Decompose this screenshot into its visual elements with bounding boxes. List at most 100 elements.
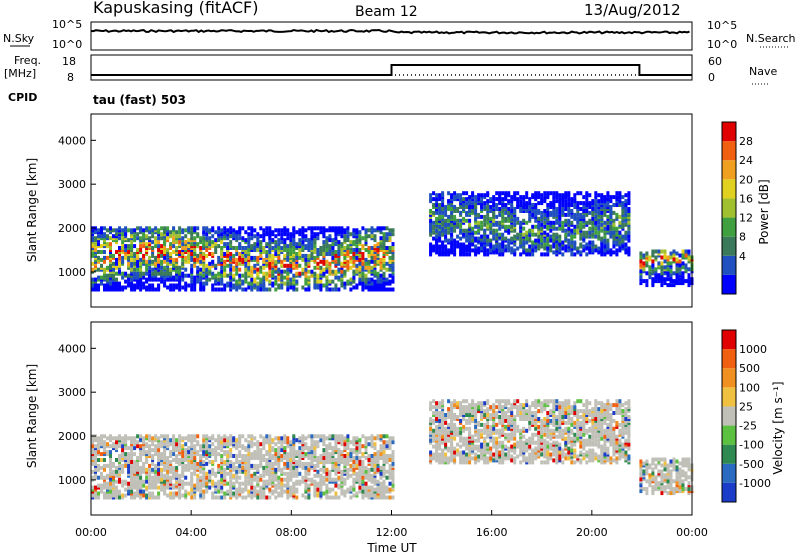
velocity-cell xyxy=(280,436,284,441)
power-cell xyxy=(528,201,532,206)
power-cell xyxy=(391,242,395,247)
velocity-cell xyxy=(172,495,176,500)
power-cell xyxy=(151,228,155,233)
power-cell xyxy=(600,193,604,198)
power-cell xyxy=(507,224,511,229)
power-cell xyxy=(388,287,392,292)
power-cell xyxy=(576,205,580,209)
power-cell xyxy=(370,259,374,264)
velocity-cell xyxy=(151,442,155,447)
velocity-cell xyxy=(355,477,359,482)
velocity-cell xyxy=(112,469,115,474)
velocity-cell xyxy=(172,483,176,488)
power-cell xyxy=(558,238,562,243)
power-cell xyxy=(382,242,386,247)
velocity-cell xyxy=(295,450,299,455)
velocity-cell xyxy=(199,467,203,472)
power-cell xyxy=(678,271,682,276)
power-cell xyxy=(283,263,287,268)
power-cell xyxy=(501,232,505,237)
power-cell xyxy=(555,199,559,204)
power-cell xyxy=(286,263,290,268)
power-cell xyxy=(121,275,125,280)
velocity-cell xyxy=(352,467,356,472)
power-cell xyxy=(660,283,664,288)
power-cell xyxy=(247,255,251,260)
power-cell xyxy=(271,230,275,235)
power-cell xyxy=(295,279,299,284)
power-cell xyxy=(226,228,230,233)
power-cell xyxy=(492,201,496,206)
power-cell xyxy=(127,281,131,286)
power-cell xyxy=(115,250,118,254)
power-cell xyxy=(391,253,395,258)
power-cell xyxy=(477,193,481,198)
velocity-cell xyxy=(100,458,103,462)
velocity-cell xyxy=(292,454,296,458)
power-cell xyxy=(196,257,200,262)
velocity-cell xyxy=(367,477,371,482)
power-cell xyxy=(627,238,631,243)
velocity-cell xyxy=(190,475,194,480)
power-cell xyxy=(367,250,371,254)
velocity-cell xyxy=(115,479,118,484)
power-cell xyxy=(172,283,176,288)
power-cell xyxy=(624,193,628,198)
power-cell xyxy=(660,249,664,254)
velocity-cell xyxy=(199,489,203,494)
power-cell xyxy=(564,207,568,211)
power-cell xyxy=(247,281,251,286)
power-cell xyxy=(196,226,200,231)
power-cell xyxy=(331,255,335,260)
velocity-cell xyxy=(334,467,338,472)
velocity-cell xyxy=(379,452,383,457)
velocity-cell xyxy=(370,463,374,468)
power-cell xyxy=(172,232,176,237)
power-cell xyxy=(453,238,457,243)
power-cell xyxy=(253,255,257,260)
velocity-cell xyxy=(97,463,100,468)
power-cell xyxy=(181,271,185,276)
power-cell xyxy=(438,250,442,255)
power-cell xyxy=(247,265,251,270)
power-cell xyxy=(486,234,490,239)
velocity-cell xyxy=(157,444,161,449)
power-cell xyxy=(205,281,209,286)
power-cell xyxy=(130,267,134,272)
velocity-cell xyxy=(157,491,161,496)
velocity-cell xyxy=(349,467,353,472)
velocity-cell xyxy=(364,465,368,470)
velocity-cell xyxy=(148,467,152,472)
power-cell xyxy=(310,269,314,274)
power-cell xyxy=(483,201,487,206)
power-cell xyxy=(376,242,380,247)
velocity-cell xyxy=(286,495,290,500)
power-cell xyxy=(112,281,115,286)
power-cell xyxy=(157,240,161,245)
velocity-cell xyxy=(169,475,173,480)
velocity-cell xyxy=(160,467,164,472)
power-cell xyxy=(349,259,353,264)
velocity-cell xyxy=(115,436,118,441)
power-cell xyxy=(642,261,646,266)
power-cell xyxy=(319,279,323,284)
velocity-cell xyxy=(175,448,179,453)
power-cell xyxy=(328,234,332,239)
velocity-cell xyxy=(373,436,377,441)
velocity-cell xyxy=(274,467,278,472)
power-cell xyxy=(358,230,362,235)
nsearch-tick-bottom: 10^0 xyxy=(707,38,737,51)
velocity-cell xyxy=(136,444,140,449)
power-cell xyxy=(573,212,577,217)
power-cell xyxy=(151,283,155,288)
power-cell xyxy=(525,195,529,200)
power-cell xyxy=(349,287,353,292)
power-cell xyxy=(277,283,281,288)
power-cell xyxy=(211,252,215,256)
power-cell xyxy=(157,277,161,282)
velocity-cell xyxy=(355,471,359,476)
velocity-cell xyxy=(214,438,218,443)
power-cell xyxy=(370,250,374,254)
velocity-cell xyxy=(202,434,206,439)
power-cell xyxy=(483,205,487,209)
